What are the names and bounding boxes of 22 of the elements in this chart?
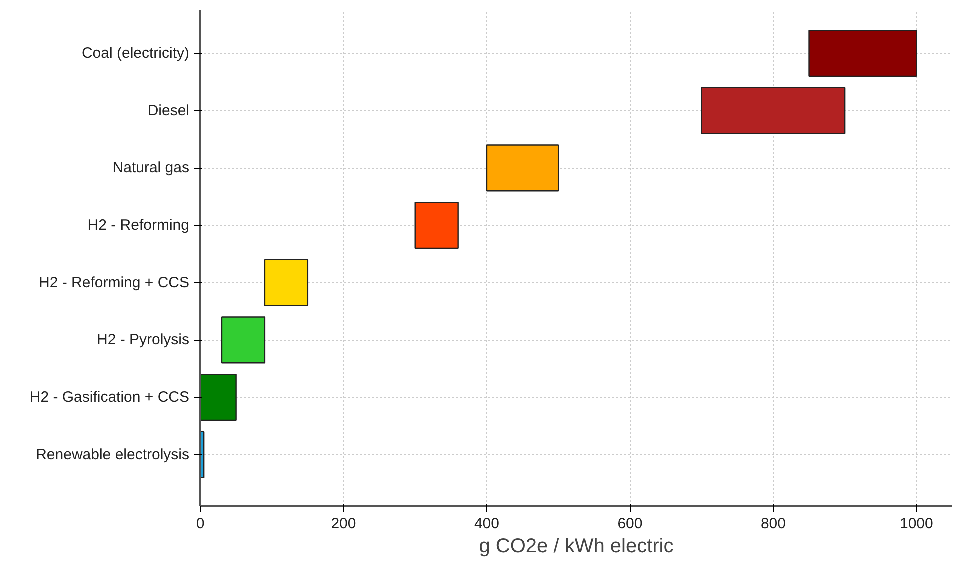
x-tick-label: 400 bbox=[474, 516, 500, 532]
bar bbox=[221, 316, 266, 364]
bar bbox=[808, 30, 918, 78]
bar bbox=[264, 259, 309, 306]
y-tick-label: Coal (electricity) bbox=[82, 45, 190, 62]
x-tick-label: 0 bbox=[196, 516, 205, 532]
y-tick-label: H2 - Reforming bbox=[88, 217, 190, 234]
bar bbox=[486, 144, 560, 192]
y-tick-label: Diesel bbox=[148, 102, 190, 120]
y-tick-label: Renewable electrolysis bbox=[36, 446, 190, 464]
bar bbox=[200, 374, 237, 422]
x-tick-label: 1000 bbox=[900, 516, 934, 532]
x-tick-label: 800 bbox=[760, 516, 786, 532]
y-tick-label: Natural gas bbox=[112, 160, 190, 177]
x-axis-title: g CO2e / kWh electric bbox=[479, 536, 674, 558]
bar bbox=[701, 87, 846, 134]
bar bbox=[414, 202, 459, 250]
y-tick-label: H2 - Gasification + CCS bbox=[30, 389, 190, 406]
x-tick-label: 600 bbox=[618, 516, 643, 532]
y-tick-label: H2 - Pyrolysis bbox=[96, 332, 190, 349]
y-tick-label: H2 - Reforming + CCS bbox=[39, 274, 190, 292]
x-tick-label: 200 bbox=[331, 516, 356, 532]
